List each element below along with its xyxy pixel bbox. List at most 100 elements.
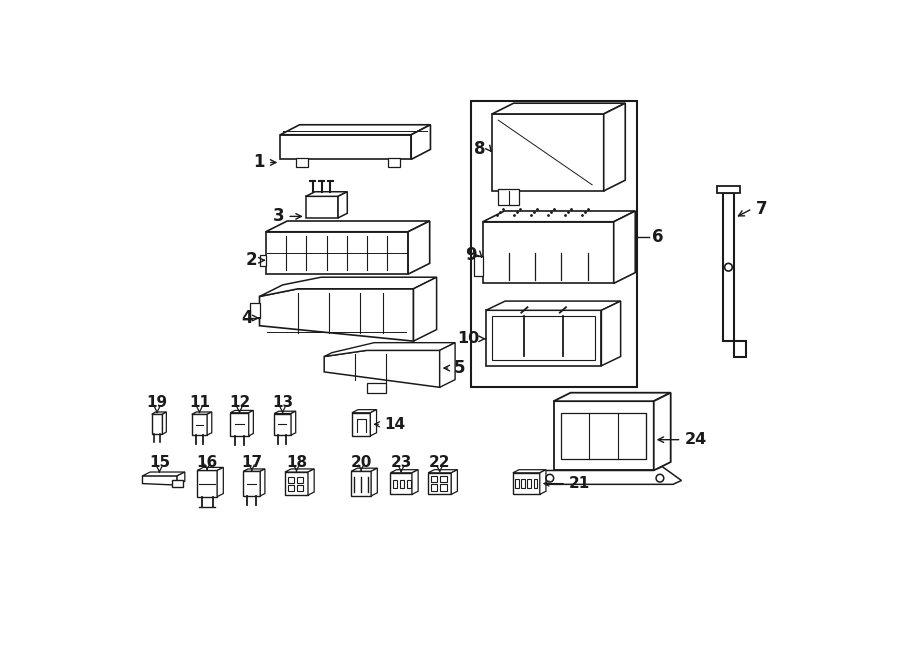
Text: 2: 2	[246, 251, 257, 269]
Text: 16: 16	[196, 455, 218, 469]
Polygon shape	[351, 468, 377, 471]
Bar	[288, 485, 294, 491]
Polygon shape	[492, 103, 626, 114]
Polygon shape	[291, 411, 296, 435]
Text: 17: 17	[241, 455, 263, 469]
Polygon shape	[280, 125, 430, 135]
Polygon shape	[285, 469, 314, 472]
Polygon shape	[152, 412, 166, 414]
Bar	[527, 479, 531, 488]
Polygon shape	[542, 467, 681, 485]
Polygon shape	[492, 114, 604, 191]
Polygon shape	[408, 221, 429, 274]
Polygon shape	[428, 470, 457, 473]
Polygon shape	[513, 473, 540, 494]
Polygon shape	[280, 135, 411, 159]
Polygon shape	[412, 470, 418, 494]
Polygon shape	[285, 472, 308, 495]
Text: 6: 6	[652, 228, 663, 246]
Polygon shape	[473, 256, 482, 276]
Polygon shape	[259, 255, 266, 266]
Polygon shape	[260, 469, 265, 496]
Polygon shape	[554, 401, 653, 471]
Polygon shape	[266, 221, 429, 232]
Polygon shape	[324, 350, 440, 387]
Polygon shape	[451, 470, 457, 494]
Polygon shape	[428, 473, 451, 494]
Bar	[400, 481, 404, 488]
Polygon shape	[371, 410, 376, 436]
Text: 21: 21	[569, 476, 590, 491]
Bar	[431, 485, 437, 490]
Polygon shape	[308, 469, 314, 495]
Polygon shape	[482, 211, 635, 222]
Bar	[440, 476, 446, 482]
Polygon shape	[513, 470, 546, 473]
Text: 8: 8	[474, 139, 486, 157]
Polygon shape	[411, 125, 430, 159]
Polygon shape	[192, 414, 207, 435]
Polygon shape	[554, 393, 670, 401]
Bar	[297, 477, 303, 483]
Text: 20: 20	[350, 455, 372, 469]
Polygon shape	[177, 472, 184, 485]
Bar	[521, 479, 526, 488]
Polygon shape	[492, 317, 595, 360]
Bar	[534, 479, 537, 488]
Bar	[515, 479, 519, 488]
Polygon shape	[562, 412, 646, 459]
Polygon shape	[230, 412, 248, 436]
Polygon shape	[266, 232, 408, 274]
Text: 24: 24	[685, 432, 706, 447]
Text: 18: 18	[286, 455, 307, 469]
Polygon shape	[243, 471, 260, 496]
Polygon shape	[259, 289, 413, 341]
Polygon shape	[413, 277, 436, 341]
Polygon shape	[172, 481, 183, 486]
Polygon shape	[142, 476, 177, 485]
Polygon shape	[207, 412, 211, 435]
Text: 1: 1	[254, 153, 265, 171]
Polygon shape	[604, 103, 626, 191]
Polygon shape	[614, 211, 635, 284]
Bar	[407, 481, 411, 488]
Text: 15: 15	[148, 455, 170, 469]
Text: 5: 5	[454, 359, 465, 377]
Polygon shape	[324, 342, 455, 356]
Polygon shape	[306, 192, 347, 196]
Polygon shape	[217, 467, 223, 496]
Polygon shape	[440, 342, 455, 387]
Polygon shape	[306, 196, 338, 218]
Polygon shape	[351, 471, 371, 496]
Polygon shape	[366, 383, 386, 393]
Bar	[392, 481, 397, 488]
Text: 11: 11	[189, 395, 210, 410]
Bar	[472, 101, 637, 387]
Text: 23: 23	[391, 455, 412, 469]
Text: 12: 12	[229, 395, 250, 410]
Polygon shape	[296, 158, 308, 167]
Polygon shape	[243, 469, 265, 471]
Polygon shape	[259, 277, 436, 297]
Polygon shape	[152, 414, 163, 434]
Text: 4: 4	[242, 309, 254, 327]
Text: 22: 22	[429, 455, 450, 469]
Polygon shape	[723, 193, 746, 356]
Polygon shape	[274, 411, 296, 414]
Text: 9: 9	[465, 246, 477, 264]
Polygon shape	[352, 410, 376, 412]
Bar	[431, 476, 437, 482]
Polygon shape	[499, 190, 519, 205]
Polygon shape	[197, 471, 217, 496]
Polygon shape	[540, 470, 546, 494]
Polygon shape	[352, 412, 371, 436]
Polygon shape	[230, 410, 254, 412]
Text: 14: 14	[384, 417, 405, 432]
Text: 19: 19	[147, 395, 167, 410]
Polygon shape	[601, 301, 621, 366]
Polygon shape	[391, 470, 419, 473]
Polygon shape	[338, 192, 347, 218]
Polygon shape	[482, 222, 614, 284]
Polygon shape	[197, 467, 223, 471]
Bar	[288, 477, 294, 483]
